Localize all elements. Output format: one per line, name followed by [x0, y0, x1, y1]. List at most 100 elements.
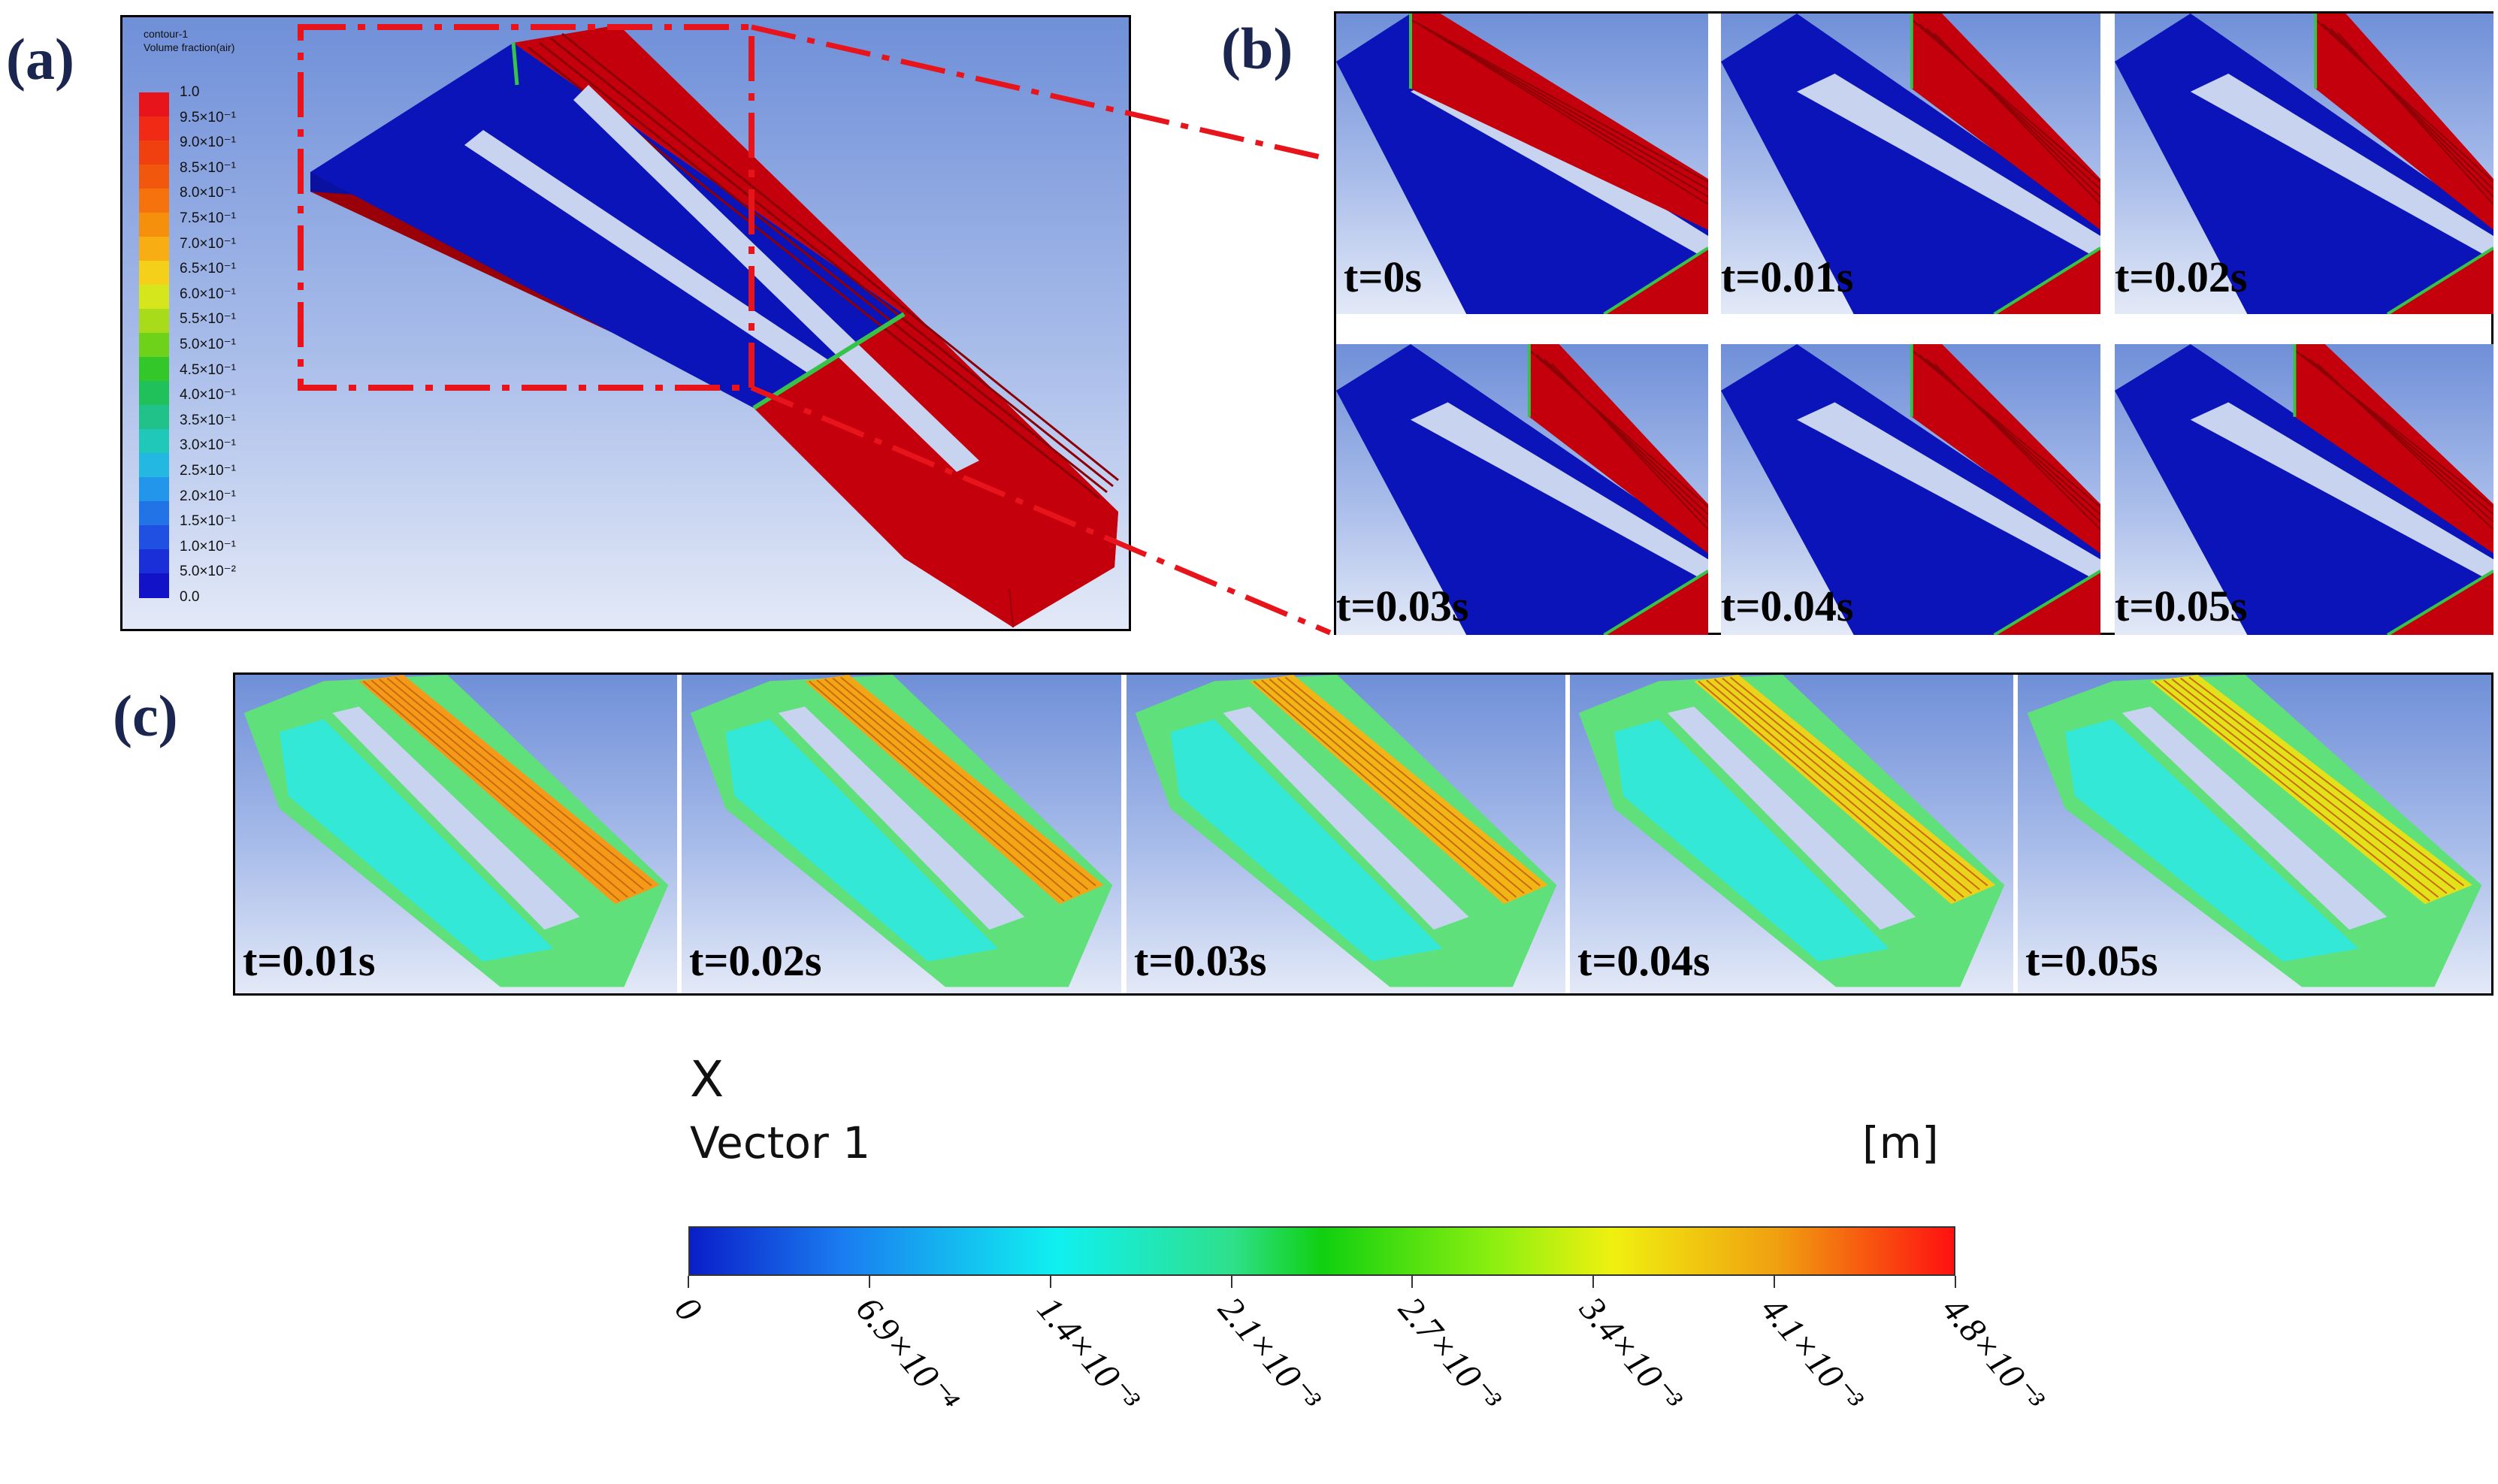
legend-swatch	[139, 477, 169, 502]
colorbar-tick-label: 2.7×10⁻³	[1391, 1289, 1509, 1419]
channel-line	[1698, 680, 1956, 902]
colorbar-tick-label: 4.1×10⁻³	[1753, 1289, 1871, 1419]
colorbar-unit: [m]	[1862, 1117, 1939, 1168]
snapshot-b-3: t=0.02s	[2115, 14, 2493, 314]
channel-line	[379, 679, 637, 894]
colorbar-tick-label: 4.8×10⁻³	[1934, 1289, 2052, 1419]
channel-line	[1713, 679, 1973, 894]
legend-tick-label: 8.0×10⁻¹	[180, 185, 236, 201]
air-corner	[2387, 248, 2493, 314]
legend-swatch	[139, 381, 169, 406]
slot	[332, 706, 580, 930]
legend-title-line2: Volume fraction(air)	[144, 41, 235, 53]
time-label: t=0s	[1344, 252, 1422, 301]
channel-line	[1926, 358, 2100, 523]
channel-line	[2330, 28, 2493, 198]
air-region	[2294, 344, 2493, 554]
inner-region	[1614, 719, 1889, 962]
slot	[1223, 706, 1469, 930]
panel-c-label: (c)	[113, 683, 178, 748]
legend-tick-label: 2.5×10⁻¹	[180, 463, 236, 479]
time-label: t=0.05s	[2115, 582, 2248, 630]
channel-line	[2188, 676, 2465, 887]
legend-swatch	[139, 429, 169, 454]
channel-line	[1729, 676, 1988, 887]
time-label: t=0.02s	[689, 936, 822, 985]
channel-line	[370, 679, 628, 898]
colorbar-tick-label: 6.9×10⁻⁴	[848, 1289, 967, 1420]
channel-line	[2315, 19, 2493, 183]
panel-b-label: (b)	[1221, 16, 1293, 81]
colorbar-tick-mark	[688, 1276, 689, 1288]
channel-band	[804, 675, 1104, 905]
interface-corner	[2386, 246, 2493, 314]
interface-corner	[1603, 246, 1708, 314]
inner-region	[279, 719, 554, 962]
colorbar-tick-label: 3.4×10⁻³	[1571, 1289, 1690, 1419]
air-corner	[2387, 570, 2493, 635]
colorbar-variable: X	[690, 1050, 724, 1108]
channel-line	[1284, 676, 1541, 887]
channel-line	[1544, 358, 1708, 523]
channel-line	[2171, 679, 2448, 894]
snapshot-c-4: t=0.04s	[1570, 675, 2013, 993]
channel-line	[832, 677, 1089, 890]
channel-band	[2150, 675, 2472, 905]
channel-line	[1269, 679, 1525, 894]
colorbar-tick-mark	[868, 1276, 870, 1288]
legend-tick-label: 5.0×10⁻¹	[180, 337, 236, 352]
snapshot-b-6: t=0.05s	[2115, 344, 2493, 635]
time-label: t=0.05s	[2025, 936, 2158, 985]
panel-a-frame: contour-1 Volume fraction(air) 1.0 9.5×10…	[120, 15, 1131, 631]
time-label: t=0.02s	[2115, 252, 2248, 301]
time-label: t=0.04s	[1577, 936, 1710, 985]
legend-tick-label: 1.0×10⁻¹	[180, 538, 236, 555]
snapshot-c-5: t=0.05s	[2018, 675, 2491, 993]
legend-ticks: 1.0 9.5×10⁻¹ 9.0×10⁻¹ 8.5×10⁻¹ 8.0×10⁻¹ 7.5×1…	[180, 85, 300, 604]
channel-line	[2180, 677, 2456, 890]
air-corner	[1604, 248, 1708, 314]
channel-line	[1261, 679, 1517, 898]
interface-corner	[2386, 570, 2493, 635]
legend-swatch	[139, 501, 169, 526]
channel-line	[2163, 679, 2439, 898]
legend-tick-label: 7.0×10⁻¹	[180, 235, 236, 252]
panel-a-label: (a)	[6, 26, 74, 92]
channel-line	[808, 680, 1065, 902]
legend-swatch	[139, 573, 169, 598]
legend-swatch	[139, 285, 169, 310]
legend-tick-label: 7.5×10⁻¹	[180, 210, 236, 226]
colorbar-tick-label: 0	[667, 1289, 709, 1329]
legend-tick-label: 1.5×10⁻¹	[180, 513, 236, 530]
legend-tick-label: 0.0	[180, 589, 200, 605]
air-region	[1911, 344, 2100, 554]
air-region	[1911, 14, 2100, 230]
time-label: t=0.01s	[243, 936, 376, 985]
time-label: t=0.04s	[1721, 582, 1854, 630]
snapshot-c-1: t=0.01s	[235, 675, 677, 993]
channel-line	[816, 679, 1073, 898]
legend-tick-label: 4.0×10⁻¹	[180, 387, 236, 403]
legend-tick-label: 4.5×10⁻¹	[180, 361, 236, 378]
time-label: t=0.03s	[1336, 582, 1469, 630]
snapshot-b-2: t=0.01s	[1721, 14, 2100, 314]
channel-line	[1706, 679, 1964, 898]
interface-corner	[1993, 570, 2100, 635]
legend-tick-label: 5.0×10⁻²	[180, 564, 236, 580]
slot	[2190, 402, 2493, 583]
slot	[778, 706, 1025, 930]
channel-line	[1919, 23, 2100, 190]
legend-tick-label: 6.0×10⁻¹	[180, 286, 236, 302]
legend-swatch	[139, 141, 169, 165]
time-label: t=0.03s	[1134, 936, 1267, 985]
colorbar-tick-mark	[1774, 1276, 1776, 1288]
legend-swatch	[139, 213, 169, 237]
channel-line	[1432, 32, 1708, 205]
channel-line	[1277, 677, 1533, 890]
legend-swatch	[139, 237, 169, 261]
time-label: t=0.01s	[1721, 252, 1854, 301]
channel-band	[1694, 675, 1996, 905]
legend-swatch	[139, 549, 169, 574]
air-region	[2315, 14, 2493, 230]
legend-swatch	[139, 453, 169, 478]
